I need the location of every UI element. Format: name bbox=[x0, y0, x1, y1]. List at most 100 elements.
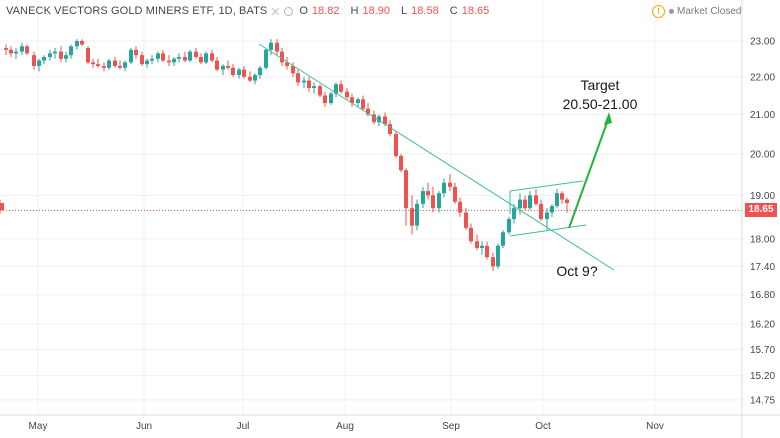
candle-body bbox=[37, 60, 41, 66]
candle-body bbox=[248, 76, 252, 81]
candle bbox=[485, 241, 489, 260]
x-tick-label: Sep bbox=[442, 421, 460, 432]
candle-body bbox=[258, 67, 262, 76]
candle bbox=[161, 49, 165, 63]
candle bbox=[555, 188, 559, 209]
candle bbox=[399, 153, 403, 173]
candle-body bbox=[560, 193, 564, 200]
candle-body bbox=[59, 51, 63, 59]
candle bbox=[507, 216, 511, 235]
candle-body bbox=[145, 60, 149, 65]
y-tick-label: 17.40 bbox=[750, 262, 775, 273]
candle bbox=[518, 193, 522, 215]
candle bbox=[356, 97, 360, 107]
candle-body bbox=[64, 55, 68, 59]
candle bbox=[25, 44, 29, 56]
grid-lines bbox=[0, 0, 742, 415]
ohlc-values: O 18.82 H 18.90 L 18.58 C 18.65 bbox=[299, 5, 490, 17]
y-tick-label: 18.00 bbox=[750, 235, 775, 246]
candle bbox=[334, 82, 338, 98]
candle-body bbox=[25, 46, 29, 54]
projection-arrow-head bbox=[604, 112, 612, 125]
candle bbox=[361, 95, 365, 111]
candle-body bbox=[453, 186, 457, 202]
candle bbox=[188, 49, 192, 63]
candle-body bbox=[534, 195, 538, 204]
candle bbox=[496, 243, 500, 269]
candle-body bbox=[75, 41, 79, 47]
candle-body bbox=[96, 64, 100, 66]
candle-body bbox=[210, 53, 214, 61]
candle bbox=[80, 39, 84, 47]
candle bbox=[156, 51, 160, 63]
candle bbox=[150, 55, 154, 65]
candle-body bbox=[199, 56, 203, 63]
target-annotation: Target 20.50-21.00 bbox=[560, 76, 640, 114]
candle-body bbox=[512, 208, 516, 220]
candle-body bbox=[275, 42, 279, 52]
candle-body bbox=[4, 48, 8, 50]
candle bbox=[415, 199, 419, 231]
candle-body bbox=[458, 201, 462, 213]
candle bbox=[302, 76, 306, 88]
candle-body bbox=[377, 116, 381, 123]
candle-body bbox=[264, 49, 268, 68]
close-icon[interactable] bbox=[271, 7, 280, 16]
high-value: 18.90 bbox=[362, 5, 390, 17]
candle-body bbox=[404, 170, 408, 209]
candle bbox=[512, 203, 516, 224]
x-tick-label: May bbox=[29, 421, 48, 432]
candle-body bbox=[80, 41, 84, 45]
candle bbox=[545, 208, 549, 231]
candle-body bbox=[123, 62, 127, 68]
candle bbox=[221, 64, 225, 76]
candle-body bbox=[345, 91, 349, 98]
settings-circle-icon[interactable] bbox=[284, 6, 294, 16]
candle bbox=[345, 87, 349, 100]
candle-body bbox=[194, 51, 198, 57]
candle-body bbox=[102, 65, 106, 68]
warning-icon: ! bbox=[652, 5, 665, 18]
candle-body bbox=[523, 199, 527, 209]
y-tick-label: 16.80 bbox=[750, 290, 775, 301]
candle bbox=[534, 188, 538, 207]
candle-body bbox=[545, 212, 549, 220]
y-tick-label: 14.75 bbox=[750, 395, 775, 406]
candle-body bbox=[156, 53, 160, 59]
candle bbox=[264, 48, 268, 70]
candle-body bbox=[167, 60, 171, 63]
candle-body bbox=[361, 99, 365, 109]
candle-body bbox=[291, 65, 295, 74]
candle bbox=[237, 67, 241, 79]
market-status-text: Market Closed bbox=[677, 6, 742, 17]
candle bbox=[75, 39, 79, 50]
candle-body bbox=[501, 232, 505, 246]
candle bbox=[215, 56, 219, 72]
candle bbox=[269, 39, 273, 56]
y-tick-label: 22.00 bbox=[750, 72, 775, 83]
candle-body bbox=[565, 199, 569, 204]
candle bbox=[560, 191, 564, 204]
x-tick-label: Nov bbox=[646, 421, 664, 432]
candle-body bbox=[356, 99, 360, 104]
candle-body bbox=[14, 51, 18, 54]
candle bbox=[285, 56, 289, 70]
candle bbox=[129, 48, 133, 65]
candle bbox=[458, 197, 462, 217]
x-tick-label: Aug bbox=[336, 421, 354, 432]
candle bbox=[437, 191, 441, 213]
candle bbox=[426, 182, 430, 200]
candle bbox=[550, 203, 554, 217]
candle-body bbox=[480, 245, 484, 249]
last-price-tag: 18.65 bbox=[745, 203, 777, 218]
candle-body bbox=[280, 51, 284, 63]
candle bbox=[145, 58, 149, 68]
candle-body bbox=[91, 62, 95, 65]
candle-body bbox=[496, 245, 500, 267]
candle-body bbox=[312, 86, 316, 88]
candle-body bbox=[528, 195, 532, 209]
candle-body bbox=[550, 206, 554, 213]
low-value: 18.58 bbox=[411, 5, 439, 17]
candle bbox=[480, 241, 484, 255]
